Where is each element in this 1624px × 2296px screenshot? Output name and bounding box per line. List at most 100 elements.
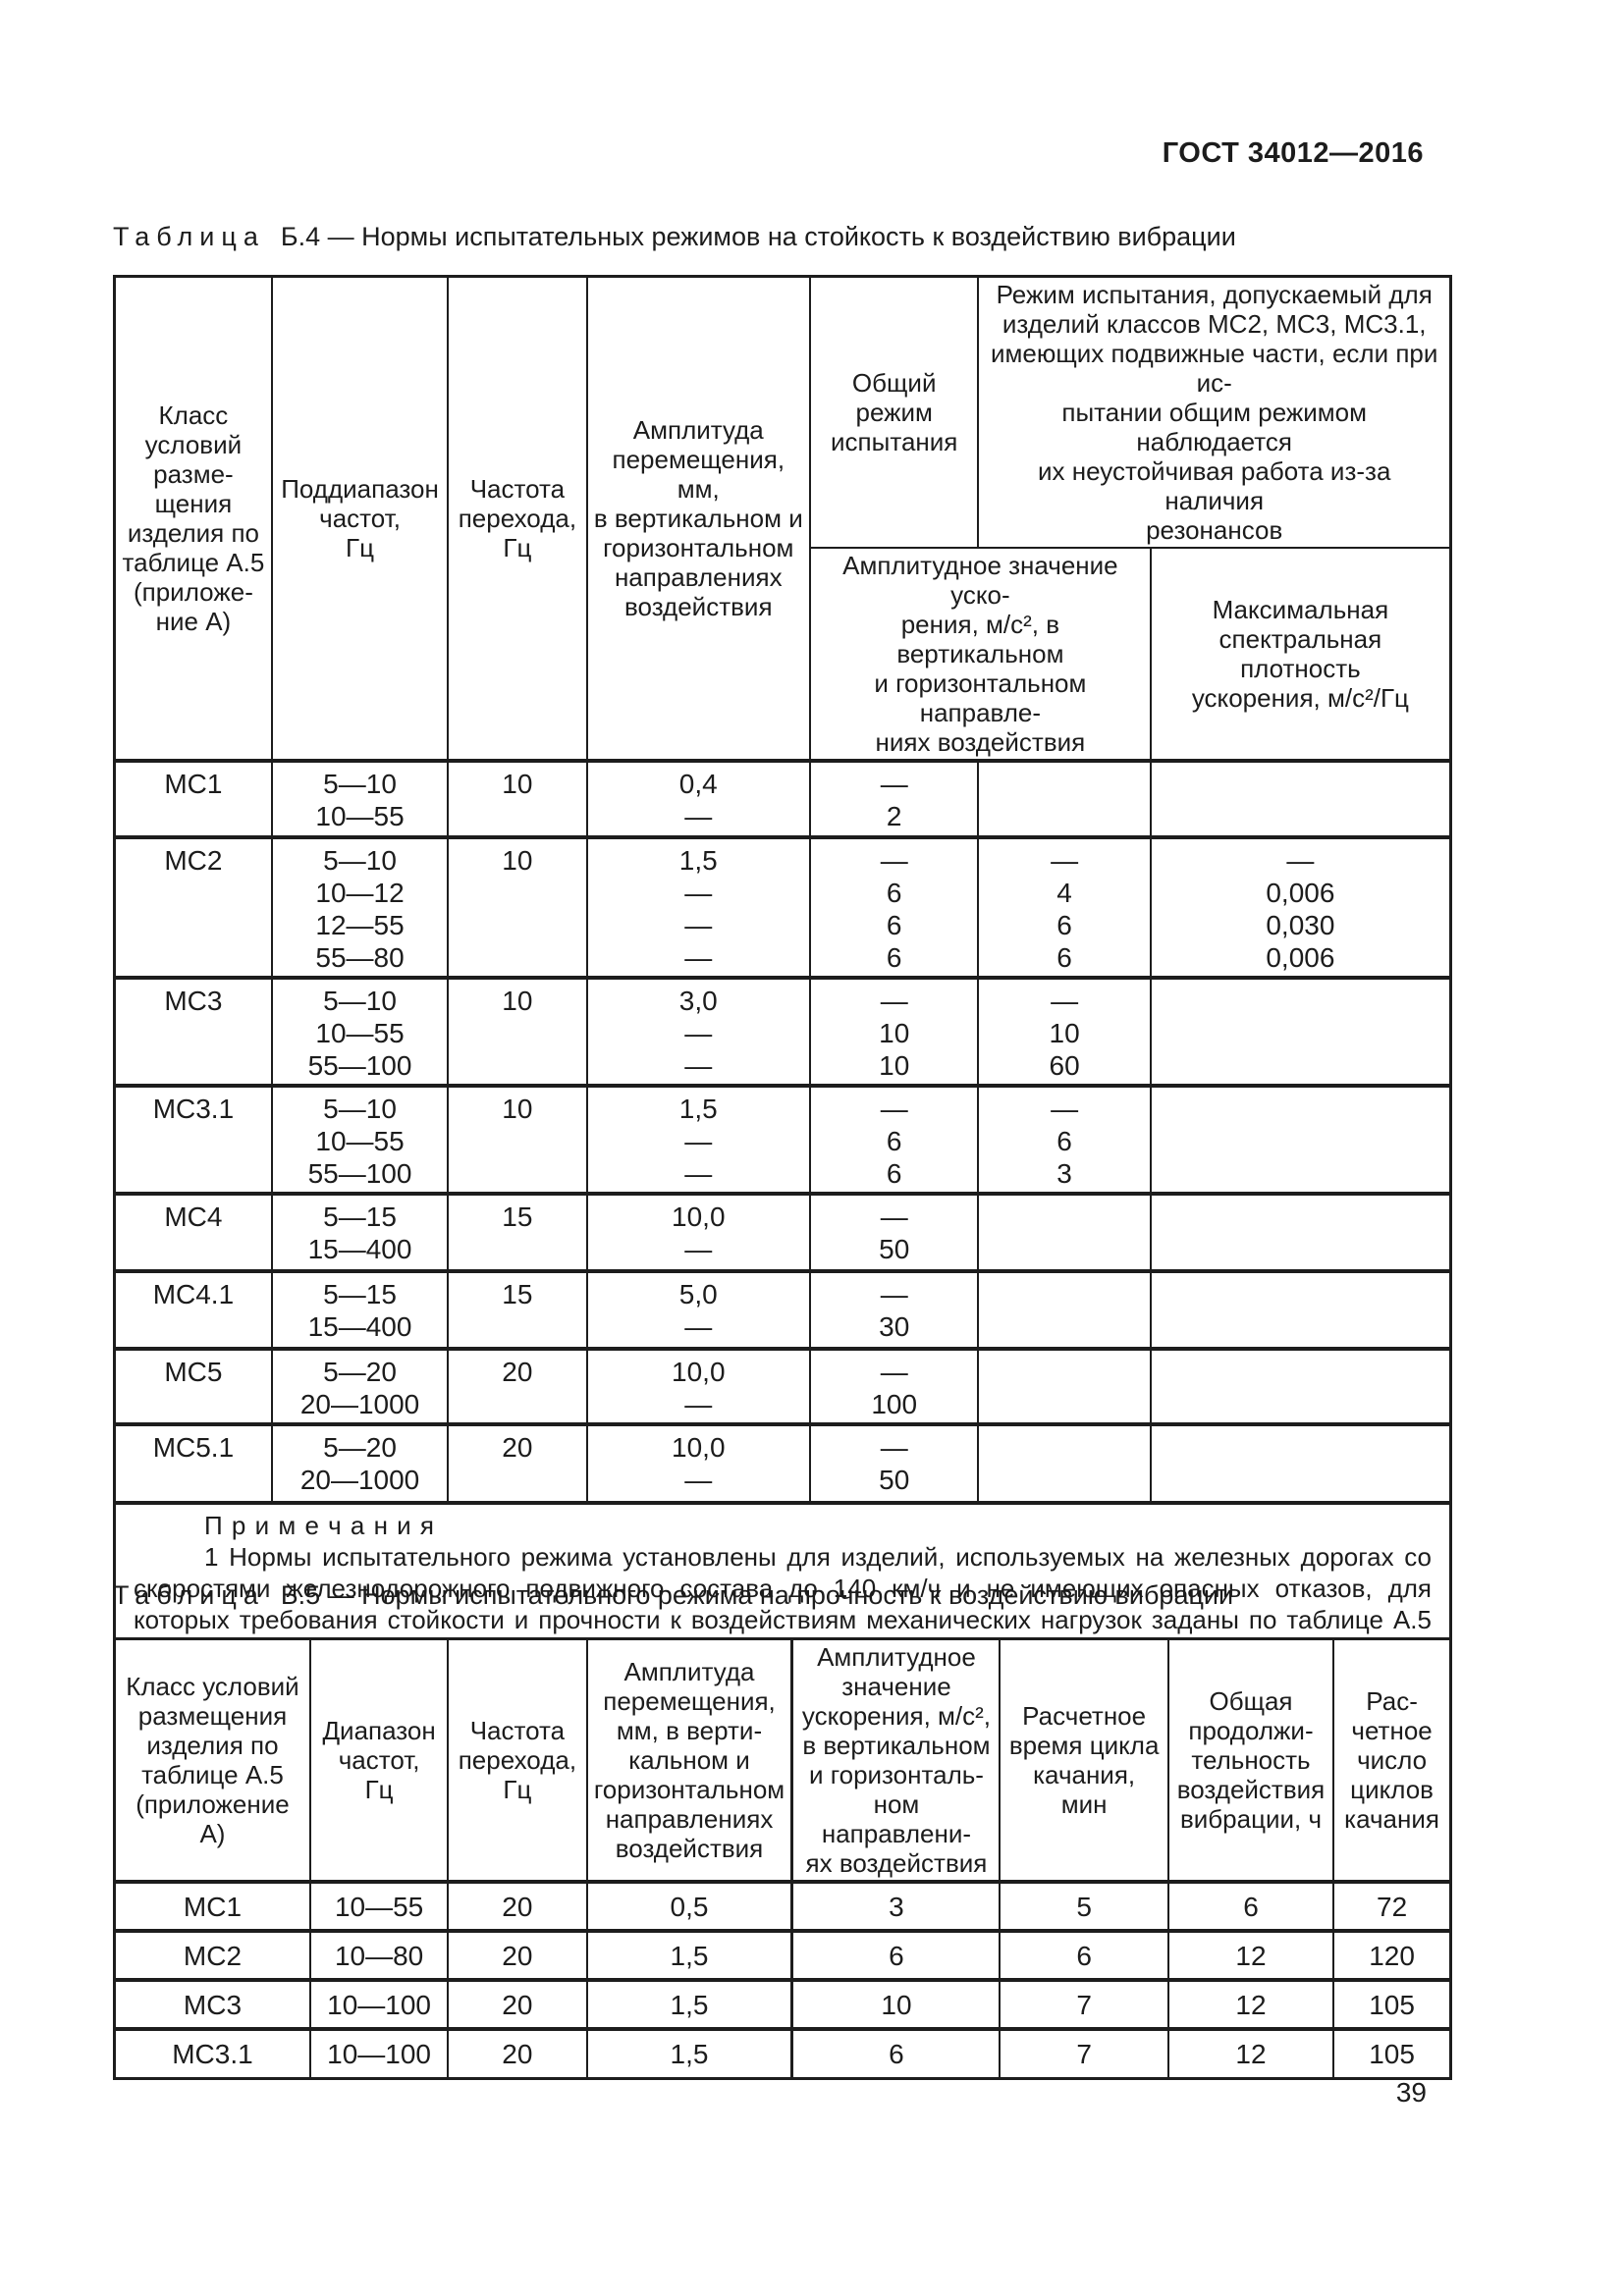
b4-cell: — 6 6 6 xyxy=(809,835,980,979)
b5-header-transition-freq: Частота перехода, Гц xyxy=(447,1637,588,1883)
table-row: МС2 10—80 20 1,5 6 6 12 120 xyxy=(113,1929,1452,1981)
b4-cell: — 0,006 0,030 0,006 xyxy=(1149,835,1452,979)
b4-cell xyxy=(1149,1269,1452,1350)
b5-cell: 7 xyxy=(999,2027,1169,2079)
b5-header-cycle-time: Расчетное время цикла качания, мин xyxy=(999,1637,1169,1883)
b4-cell xyxy=(1149,1192,1452,1272)
notes-label: П р и м е ч а н и я xyxy=(204,1511,435,1540)
b4-cell: 15 xyxy=(447,1269,588,1350)
b5-cell: 6 xyxy=(999,1929,1169,1981)
b4-cell: МС4 xyxy=(113,1192,273,1272)
b4-cell xyxy=(1149,759,1452,838)
table-row: МС2 5—10 10—12 12—55 55—80 10 1,5 — — — … xyxy=(113,835,1452,979)
b4-header-class: Класс условий разме- щения изделия по та… xyxy=(113,275,273,762)
b4-cell: 1,5 — — — xyxy=(585,835,812,979)
b4-cell: — 2 xyxy=(809,759,980,838)
b4-header-general-mode: Общий режим испытания xyxy=(809,275,980,549)
b4-cell: 15 xyxy=(447,1192,588,1272)
b4-header-allowed-mode: Режим испытания, допускаемый для изделий… xyxy=(977,275,1452,549)
b4-cell: 1,5 — — xyxy=(585,1084,812,1195)
table-b5-caption-word: Таблица xyxy=(113,1580,265,1610)
b4-cell: — 6 6 xyxy=(809,1084,980,1195)
b4-cell xyxy=(1149,1084,1452,1195)
b5-cell: 20 xyxy=(447,1978,588,2030)
b4-cell xyxy=(1149,1422,1452,1504)
b5-cell: 10—100 xyxy=(308,2027,450,2079)
b5-cell: 5 xyxy=(999,1880,1169,1932)
b5-cell: 3 xyxy=(790,1880,1001,1932)
b4-cell: 5—10 10—55 xyxy=(270,759,450,838)
b5-header-displacement: Амплитуда перемещения, мм, в верти- каль… xyxy=(585,1637,793,1883)
b4-cell: — 50 xyxy=(809,1192,980,1272)
b5-cell: МС2 xyxy=(113,1929,311,1981)
page-number: 39 xyxy=(1395,2077,1427,2108)
b4-cell: — 10 60 xyxy=(977,976,1152,1087)
b5-cell: 0,5 xyxy=(585,1880,793,1932)
b5-cell: 10—80 xyxy=(308,1929,450,1981)
table-row: МС4.1 5—15 15—400 15 5,0 — — 30 xyxy=(113,1269,1452,1350)
b4-cell: МС3.1 xyxy=(113,1084,273,1195)
b4-cell: 5—10 10—55 55—100 xyxy=(270,976,450,1087)
b5-cell: 6 xyxy=(1166,1880,1335,1932)
table-row: МС3 5—10 10—55 55—100 10 3,0 — — — 10 10… xyxy=(113,976,1452,1087)
b4-cell: 10 xyxy=(447,976,588,1087)
b4-cell: — 6 3 xyxy=(977,1084,1152,1195)
b5-header-class: Класс условий размещения изделия по табл… xyxy=(113,1637,311,1883)
b5-cell: 6 xyxy=(790,2027,1001,2079)
b4-header-transition-freq: Частота перехода, Гц xyxy=(447,275,588,762)
b4-cell xyxy=(977,1192,1152,1272)
table-row: МС4 5—15 15—400 15 10,0 — — 50 xyxy=(113,1192,1452,1272)
b5-header-accel-amplitude: Амплитудное значение ускорения, м/с², в … xyxy=(790,1637,1001,1883)
table-b4-caption-text: Б.4 — Нормы испытательных режимов на сто… xyxy=(280,222,1236,251)
b5-cell: 12 xyxy=(1166,2027,1335,2079)
b5-header-row: Класс условий размещения изделия по табл… xyxy=(113,1637,1452,1883)
b4-header-subrange: Поддиапазон частот, Гц xyxy=(270,275,450,762)
table-b4-caption: Таблица Б.4 — Нормы испытательных режимов… xyxy=(113,222,1236,252)
b4-cell: 3,0 — — xyxy=(585,976,812,1087)
b5-cell: 105 xyxy=(1332,2027,1452,2079)
b5-cell: МС3.1 xyxy=(113,2027,311,2079)
b4-cell: — 4 6 6 xyxy=(977,835,1152,979)
table-row: МС3 10—100 20 1,5 10 7 12 105 xyxy=(113,1978,1452,2030)
b4-cell: 10,0 — xyxy=(585,1192,812,1272)
b5-cell: МС3 xyxy=(113,1978,311,2030)
table-row: МС5 5—20 20—1000 20 10,0 — — 100 xyxy=(113,1347,1452,1425)
b5-cell: 1,5 xyxy=(585,1929,793,1981)
b5-cell: 105 xyxy=(1332,1978,1452,2030)
b4-cell: 5—10 10—12 12—55 55—80 xyxy=(270,835,450,979)
b5-cell: 20 xyxy=(447,1880,588,1932)
b4-cell: 0,4 — xyxy=(585,759,812,838)
b5-cell: 72 xyxy=(1332,1880,1452,1932)
table-row: МС1 10—55 20 0,5 3 5 6 72 xyxy=(113,1880,1452,1932)
b4-header-spectral-density: Максимальная спектральная плотность уско… xyxy=(1149,547,1452,762)
b4-cell: 10 xyxy=(447,1084,588,1195)
b4-cell: МС5.1 xyxy=(113,1422,273,1504)
b5-cell: 20 xyxy=(447,1929,588,1981)
b4-cell: 20 xyxy=(447,1422,588,1504)
b5-cell: 12 xyxy=(1166,1978,1335,2030)
b4-cell: — 10 10 xyxy=(809,976,980,1087)
b4-header-row-1: Класс условий разме- щения изделия по та… xyxy=(113,275,1452,762)
b4-cell: МС5 xyxy=(113,1347,273,1425)
b4-cell: 20 xyxy=(447,1347,588,1425)
b4-cell: — 50 xyxy=(809,1422,980,1504)
table-b4: Класс условий разме- щения изделия по та… xyxy=(113,275,1452,1805)
b4-cell: 5—10 10—55 55—100 xyxy=(270,1084,450,1195)
b5-cell: 1,5 xyxy=(585,1978,793,2030)
b4-cell: — 100 xyxy=(809,1347,980,1425)
b5-header-range: Диапазон частот, Гц xyxy=(308,1637,450,1883)
b4-cell xyxy=(977,759,1152,838)
table-row: МС3.1 5—10 10—55 55—100 10 1,5 — — — 6 6… xyxy=(113,1084,1452,1195)
table-b5: Класс условий размещения изделия по табл… xyxy=(113,1637,1452,2080)
b4-cell: МС1 xyxy=(113,759,273,838)
b5-cell: 6 xyxy=(790,1929,1001,1981)
b4-cell: МС4.1 xyxy=(113,1269,273,1350)
b5-cell: 7 xyxy=(999,1978,1169,2030)
b4-cell: 5—15 15—400 xyxy=(270,1192,450,1272)
b4-cell: 10,0 — xyxy=(585,1422,812,1504)
b5-header-cycle-count: Рас- четное число циклов качания xyxy=(1332,1637,1452,1883)
b4-cell: 5—20 20—1000 xyxy=(270,1422,450,1504)
b4-cell: 10,0 — xyxy=(585,1347,812,1425)
b4-cell: 5,0 — xyxy=(585,1269,812,1350)
